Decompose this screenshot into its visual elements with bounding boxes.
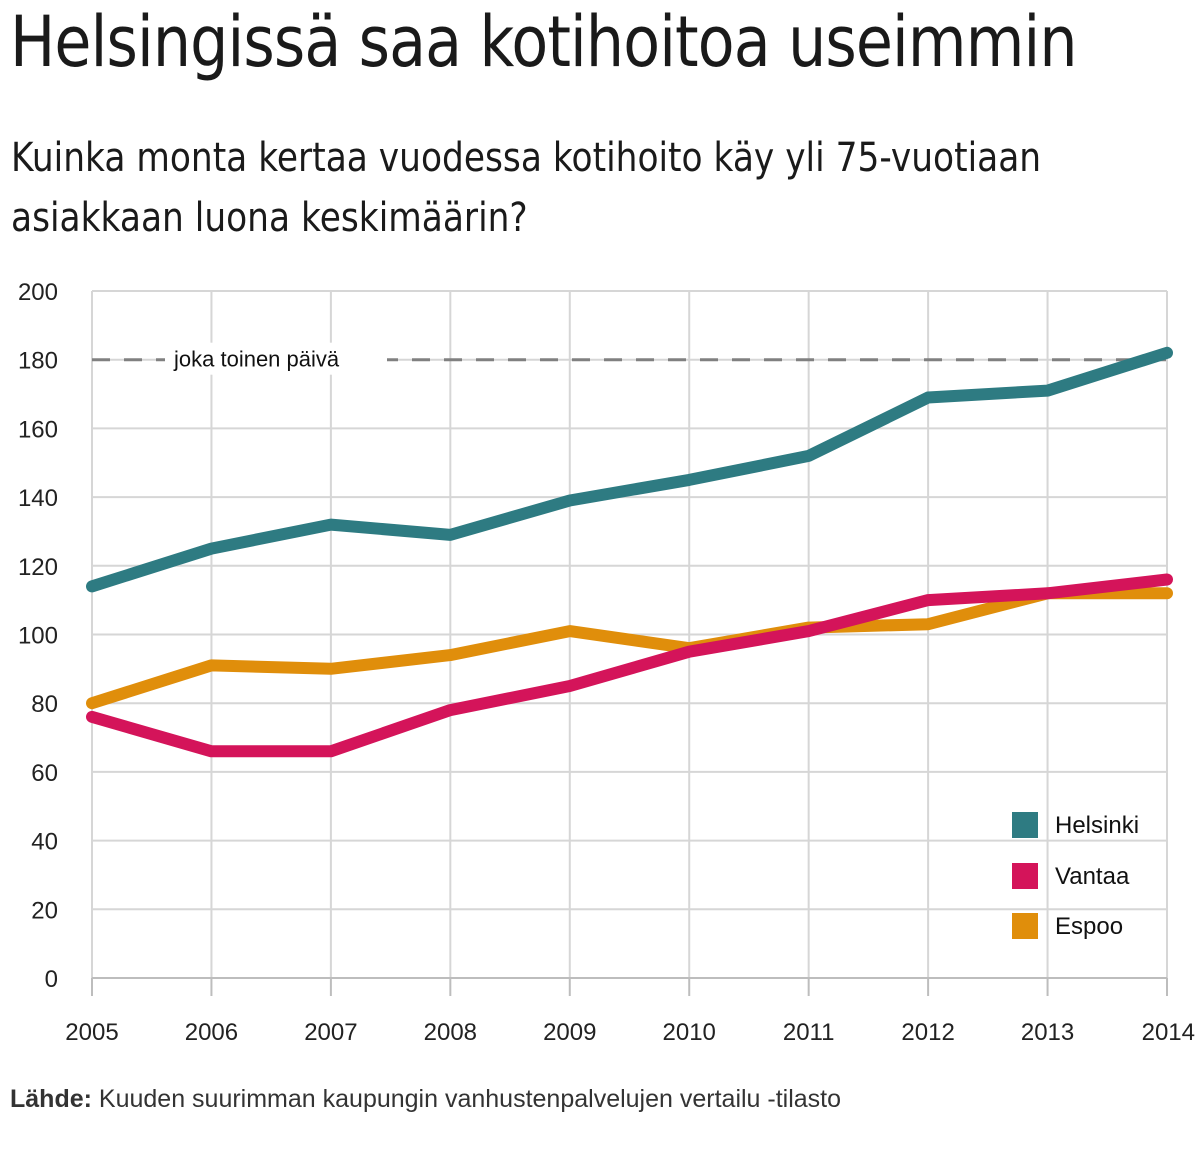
x-tick-label: 2010	[663, 1019, 716, 1046]
x-tick-label: 2011	[783, 1019, 835, 1046]
x-tick-label: 2007	[304, 1019, 357, 1046]
chart-subtitle: Kuinka monta kertaa vuodessa kotihoito k…	[11, 135, 1042, 241]
y-tick-label: 160	[18, 416, 58, 443]
x-tick-label: 2014	[1142, 1019, 1195, 1046]
chart-title: Helsingissä saa kotihoitoa useimmin	[10, 1, 1078, 83]
source-text: Kuuden suurimman kaupungin vanhustenpalv…	[98, 1085, 842, 1113]
grid	[91, 290, 1168, 996]
y-tick-label: 80	[31, 691, 58, 718]
y-tick-label: 100	[18, 623, 58, 650]
y-tick-label: 200	[18, 279, 58, 306]
x-tick-label: 2013	[1021, 1019, 1074, 1046]
reference-line-group: joka toinen päivä	[92, 342, 1167, 375]
x-tick-label: 2005	[65, 1019, 118, 1046]
y-tick-label: 120	[18, 554, 58, 581]
reference-line-label: joka toinen päivä	[173, 347, 340, 372]
series-line-espoo	[86, 587, 1173, 710]
series-line-helsinki	[86, 346, 1173, 593]
reference-label-background	[165, 342, 387, 375]
y-tick-label: 60	[31, 760, 58, 787]
x-tick-label: 2008	[424, 1019, 477, 1046]
legend-label-espoo: Espoo	[1055, 913, 1123, 940]
y-tick-label: 40	[31, 829, 58, 856]
y-tick-label: 140	[18, 485, 58, 512]
x-tick-label: 2006	[185, 1019, 238, 1046]
source-note: Lähde: Kuuden suurimman kaupungin vanhus…	[10, 1085, 841, 1114]
y-tick-label: 180	[18, 348, 58, 375]
legend-swatch-vantaa	[1012, 863, 1038, 889]
legend: Helsinki Vantaa Espoo	[1012, 812, 1139, 940]
x-tick-label: 2009	[543, 1019, 596, 1046]
series-lines	[86, 346, 1173, 758]
series-line-vantaa	[86, 573, 1173, 758]
legend-label-helsinki: Helsinki	[1055, 812, 1139, 839]
legend-label-vantaa: Vantaa	[1055, 863, 1130, 890]
legend-swatch-helsinki	[1012, 812, 1038, 838]
x-tick-label: 2012	[901, 1019, 954, 1046]
legend-swatch-espoo	[1012, 913, 1038, 939]
y-tick-label: 0	[45, 966, 58, 993]
y-tick-label: 20	[31, 897, 58, 924]
x-axis-ticks: 2005 2006 2007 2008 2009 2010 2011 2012 2013 2014	[65, 1019, 1195, 1046]
source-label: Lähde:	[10, 1085, 92, 1113]
y-axis-ticks: 0 20 40 60 80 100 120 140 160 180 200	[18, 279, 58, 993]
